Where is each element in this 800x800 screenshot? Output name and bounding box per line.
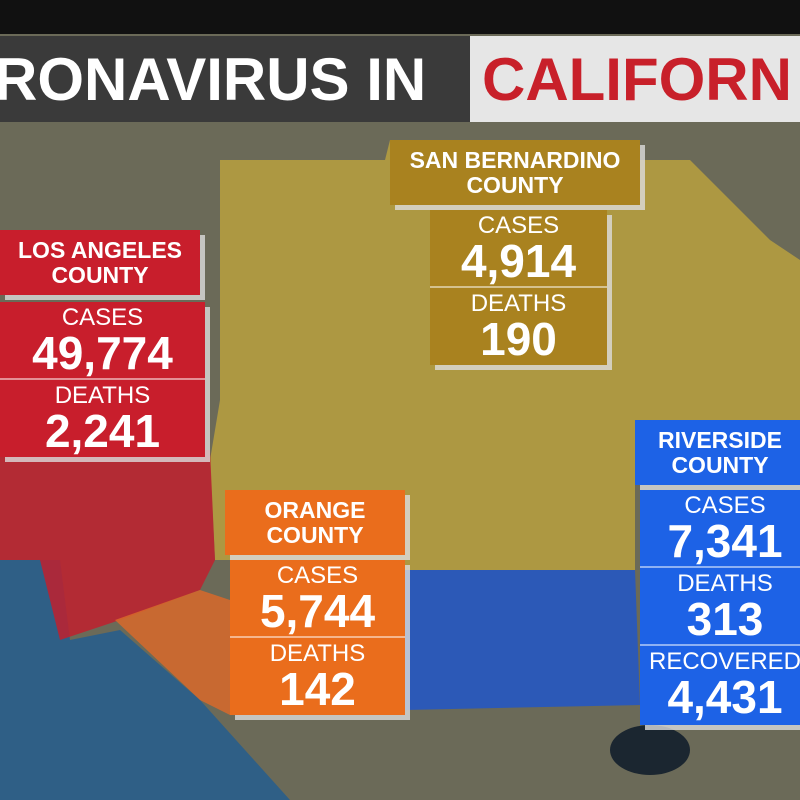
stat-label: CASES xyxy=(477,212,560,239)
stat-row: CASES 4,914 xyxy=(430,214,607,288)
county-stats: CASES 4,914 DEATHS 190 xyxy=(430,210,607,365)
county-header: ORANGE COUNTY xyxy=(225,490,405,555)
stat-value: 2,241 xyxy=(44,405,161,457)
stat-label: DEATHS xyxy=(54,382,151,409)
top-bar xyxy=(0,0,800,34)
county-name: ORANGE COUNTY xyxy=(264,496,366,548)
title-left-band: RONAVIRUS IN xyxy=(0,36,470,122)
stat-row: DEATHS 2,241 xyxy=(0,384,205,456)
stat-value: 142 xyxy=(279,663,356,715)
stat-row: RECOVERED 4,431 xyxy=(640,650,800,722)
stat-value: 7,341 xyxy=(640,518,800,568)
title-right-band: CALIFORN xyxy=(470,36,800,122)
county-header: SAN BERNARDINO COUNTY xyxy=(390,140,640,205)
stat-value: 4,914 xyxy=(430,238,607,288)
los-angeles-area xyxy=(0,450,215,640)
county-header: LOS ANGELES COUNTY xyxy=(0,230,200,295)
stat-value: 4,431 xyxy=(667,671,783,723)
stat-row: CASES 7,341 xyxy=(640,494,800,568)
stat-row: DEATHS 190 xyxy=(430,292,607,364)
stat-row: DEATHS 142 xyxy=(230,642,405,714)
riverside-area xyxy=(405,570,640,710)
county-header: RIVERSIDE COUNTY xyxy=(635,420,800,485)
stat-row: CASES 5,744 xyxy=(230,564,405,638)
stat-row: DEATHS 313 xyxy=(640,572,800,646)
title-right: CALIFORN xyxy=(482,45,792,113)
county-name: RIVERSIDE COUNTY xyxy=(658,426,782,478)
salton-sea xyxy=(610,725,690,775)
county-name: SAN BERNARDINO COUNTY xyxy=(409,146,621,198)
stat-value: 190 xyxy=(480,313,557,365)
county-name: LOS ANGELES COUNTY xyxy=(18,236,182,288)
orange-area xyxy=(115,590,230,715)
ocean xyxy=(0,560,290,800)
stat-value: 49,774 xyxy=(0,330,205,380)
county-stats: CASES 5,744 DEATHS 142 xyxy=(230,560,405,715)
county-stats: CASES 49,774 DEATHS 2,241 xyxy=(0,302,205,457)
stat-value: 313 xyxy=(640,596,800,646)
county-stats: CASES 7,341 DEATHS 313 RECOVERED 4,431 xyxy=(640,490,800,725)
stat-label: RECOVERED xyxy=(648,648,800,675)
stat-label: CASES xyxy=(61,304,144,331)
stat-label: DEATHS xyxy=(269,640,366,667)
stat-label: CASES xyxy=(684,492,766,519)
stat-value: 5,744 xyxy=(230,588,405,638)
stat-row: CASES 49,774 xyxy=(0,306,205,380)
title-left: RONAVIRUS IN xyxy=(0,45,427,113)
stat-label: DEATHS xyxy=(677,570,773,597)
stat-label: CASES xyxy=(276,562,359,589)
stat-label: DEATHS xyxy=(470,290,567,317)
